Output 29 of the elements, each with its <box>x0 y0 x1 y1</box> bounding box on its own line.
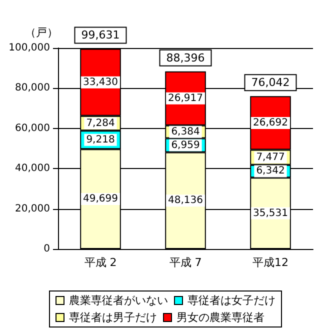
total-label: 99,631 <box>81 28 120 42</box>
data-label: 26,692 <box>253 117 288 128</box>
data-label: 6,959 <box>171 140 200 151</box>
data-label: 7,284 <box>86 118 115 129</box>
x-tick-label: 平成12 <box>252 256 288 269</box>
data-label: 7,477 <box>256 152 285 163</box>
y-tick-label: 80,000 <box>15 82 50 94</box>
total-label: 88,396 <box>166 51 205 64</box>
y-tick-label: 0 <box>44 244 50 254</box>
y-axis-title: （戸） <box>25 26 58 39</box>
data-label: 48,136 <box>168 195 203 206</box>
total-label: 76,042 <box>251 76 290 90</box>
legend-label: 専従者は男子だけ <box>69 311 157 324</box>
y-tick-label: 20,000 <box>15 203 50 214</box>
y-tick-label: 40,000 <box>15 163 50 174</box>
legend-label: 男女の農業専従者 <box>176 311 264 324</box>
data-label: 9,218 <box>86 134 115 146</box>
data-label: 26,917 <box>168 92 203 104</box>
data-label: 35,531 <box>253 208 288 219</box>
legend-label: 農業専従者がいない <box>69 294 168 307</box>
legend-label: 専従者は女子だけ <box>188 294 276 307</box>
y-tick-label: 100,000 <box>8 42 50 54</box>
data-label: 49,699 <box>83 194 118 205</box>
x-tick-label: 平成 2 <box>84 256 117 269</box>
x-tick-label: 平成 7 <box>169 256 202 269</box>
data-label: 6,384 <box>171 126 200 138</box>
data-label: 33,430 <box>83 76 118 88</box>
y-tick-label: 60,000 <box>15 122 50 134</box>
data-label: 6,342 <box>256 166 285 177</box>
